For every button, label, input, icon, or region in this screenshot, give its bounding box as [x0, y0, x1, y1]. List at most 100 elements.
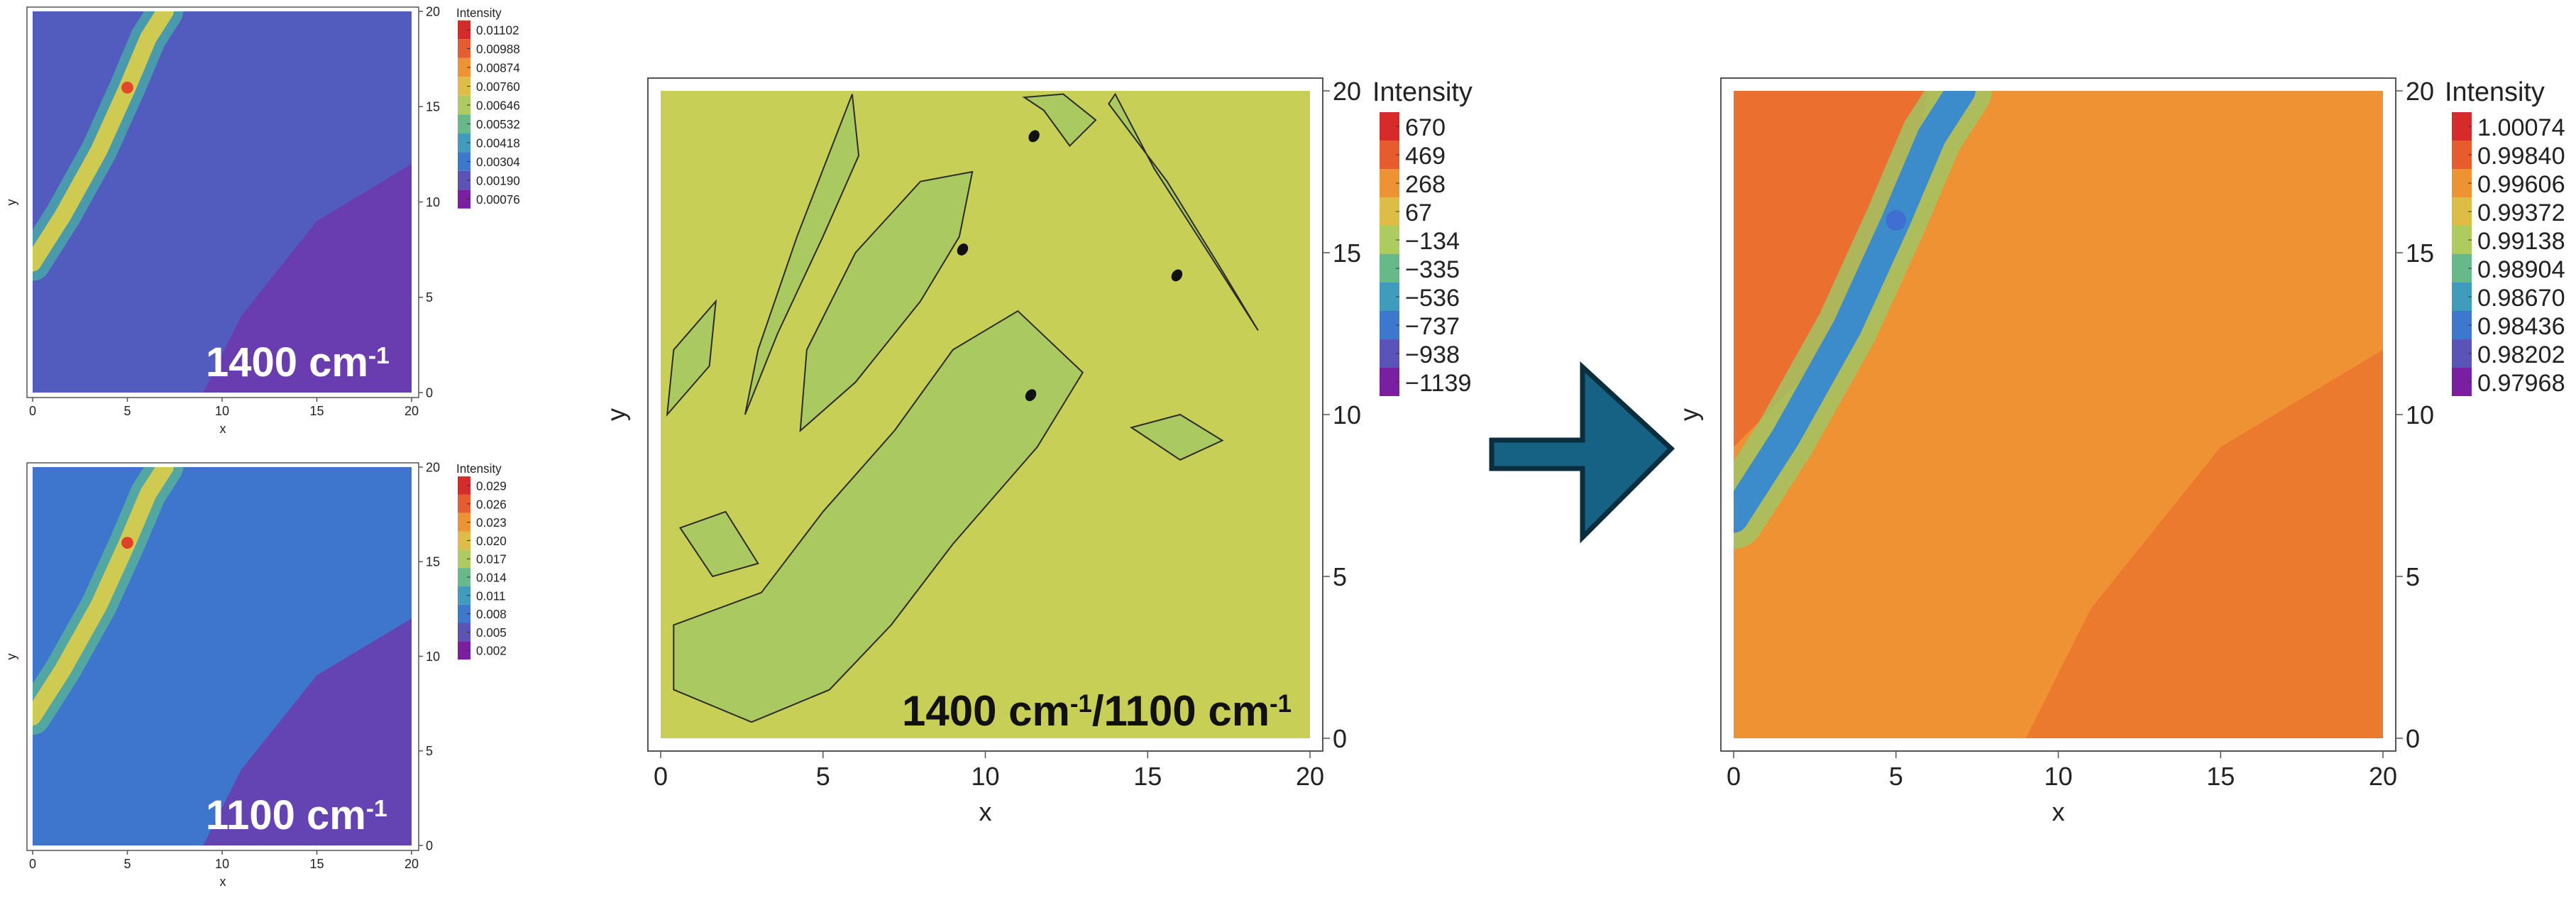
y-tick-label: 10 [426, 650, 440, 664]
y-tick-label: 0 [426, 385, 433, 400]
legend-swatch [458, 39, 470, 58]
legend-swatch [458, 58, 470, 77]
y-tick-label: 15 [426, 100, 440, 114]
plot-area [661, 91, 1310, 738]
x-tick-label: 10 [215, 404, 229, 418]
heatmap-band [33, 11, 174, 272]
contour-region [1129, 413, 1224, 461]
x-tick-label: 0 [1727, 762, 1741, 791]
chart-ratio-contour: 0 5 10 15 2005101520xyIntensity67046926867−1… [602, 77, 1473, 826]
y-tick-label: 20 [426, 460, 440, 474]
x-tick-label: 20 [1296, 762, 1324, 791]
legend-title: Intensity [456, 462, 502, 476]
legend-label: 0.99138 [2477, 228, 2565, 255]
legend-label: 0.026 [476, 498, 507, 511]
legend-swatch [458, 170, 470, 190]
legend-label: 469 [1405, 143, 1446, 170]
legend-label: 0.98670 [2477, 285, 2565, 312]
y-tick-label: 10 [1333, 400, 1361, 429]
legend-label: 0.01102 [476, 23, 519, 37]
legend-label: 0.99606 [2477, 171, 2565, 198]
contour-region [744, 94, 860, 415]
legend-swatch [458, 568, 470, 586]
legend-label: 0.017 [476, 553, 507, 566]
x-tick-label: 15 [2206, 762, 2235, 791]
y-tick-label: 10 [2406, 400, 2434, 429]
x-tick-label: 15 [309, 404, 324, 418]
x-tick-label: 0 [654, 762, 668, 791]
y-tick-label: 0 [1333, 724, 1347, 753]
legend: Intensity1.000740.998400.996060.993720.9… [2445, 77, 2565, 397]
x-axis-label: x [220, 422, 226, 436]
contour-region [1022, 93, 1097, 148]
y-axis-label: y [4, 199, 18, 206]
x-tick-label: 5 [1889, 762, 1903, 791]
plot-area [33, 467, 412, 845]
legend-label: 0.00988 [476, 43, 520, 56]
legend-label: 0.014 [476, 571, 507, 584]
y-tick-label: 10 [426, 195, 440, 209]
legend-label: 0.00760 [476, 80, 520, 94]
x-tick-label: 10 [2044, 762, 2072, 791]
legend-swatch [458, 95, 470, 115]
legend-label: 0.005 [476, 626, 507, 640]
x-tick-label: 0 [29, 857, 36, 871]
legend-swatch [458, 623, 470, 642]
legend-label: 0.97968 [2477, 370, 2565, 397]
contour-spot [957, 243, 969, 256]
plot-area [1734, 91, 2383, 738]
legend-label: 0.029 [476, 479, 507, 493]
contour-spot [1171, 269, 1183, 282]
contour-spot [1028, 130, 1040, 143]
contour-region [666, 299, 717, 417]
y-tick-label: 20 [426, 4, 440, 18]
legend-label: 0.023 [476, 516, 507, 530]
legend-label: −1139 [1405, 370, 1471, 397]
legend-label: −938 [1405, 341, 1460, 368]
heatmap-band-peak [121, 81, 133, 94]
legend-label: 670 [1405, 114, 1446, 141]
legend-swatch [458, 133, 470, 153]
heatmap-band [1734, 91, 1976, 533]
legend-swatch [458, 549, 470, 569]
legend-label: 0.98202 [2477, 341, 2565, 368]
heatmap-band-peak [1886, 209, 1907, 231]
legend-label: 0.00646 [476, 99, 520, 112]
legend-swatch [458, 190, 470, 209]
legend-swatch [458, 476, 470, 495]
legend-label: −737 [1405, 313, 1460, 340]
y-axis-label: y [4, 654, 18, 660]
annotation-label: 1100 cm-1 [206, 792, 387, 838]
legend-label: 67 [1405, 199, 1432, 226]
legend-label: 0.98436 [2477, 313, 2565, 340]
x-tick-label: 15 [309, 857, 324, 871]
x-tick-label: 5 [123, 857, 131, 871]
legend-label: 0.00874 [476, 61, 520, 75]
x-axis-label: x [979, 797, 992, 826]
legend-swatch [458, 494, 470, 513]
heatmap-region-lower-right [203, 618, 412, 845]
legend-label: 268 [1405, 171, 1446, 198]
contour-spot [1025, 389, 1037, 402]
heatmap-region-lower-right [2025, 349, 2383, 738]
legend-swatch [458, 77, 470, 96]
legend: Intensity 0.01102 0.00988 0.00874 0.00760 0.0… [456, 6, 520, 209]
heatmap-band [33, 467, 174, 725]
annotation-label: 1400 cm-1 [206, 339, 390, 385]
y-tick-label: 20 [1333, 77, 1361, 106]
legend-label: 0.99840 [2477, 143, 2565, 170]
legend-swatch [458, 513, 470, 532]
legend-label: −134 [1405, 228, 1460, 255]
legend-swatch [458, 604, 470, 623]
y-tick-label: 0 [2406, 724, 2420, 753]
x-tick-label: 5 [816, 762, 830, 791]
transition-arrow [1489, 361, 1675, 544]
x-tick-label: 5 [123, 404, 131, 418]
x-axis-label: x [220, 875, 226, 889]
x-tick-label: 20 [2369, 762, 2397, 791]
legend-title: Intensity [1372, 77, 1473, 107]
legend-label: 1.00074 [2477, 114, 2565, 141]
y-tick-label: 15 [426, 555, 440, 569]
legend-label: 0.002 [476, 645, 507, 658]
